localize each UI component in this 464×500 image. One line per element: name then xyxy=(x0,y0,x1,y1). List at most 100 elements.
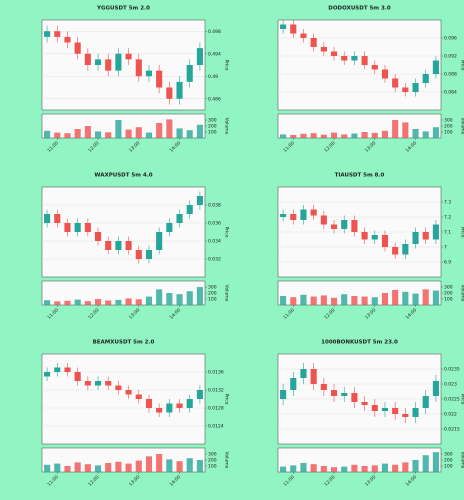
candle-body xyxy=(412,232,419,244)
volume-bar xyxy=(280,466,287,472)
candle-body xyxy=(176,214,183,223)
candle-body xyxy=(115,385,122,390)
candle-body xyxy=(105,381,112,386)
candle-body xyxy=(54,31,61,37)
volume-bar xyxy=(74,299,81,305)
y-axis-label: Price xyxy=(224,394,230,405)
chart-title: DODOXUSDT 5m 3.0 xyxy=(328,6,391,12)
candle-body xyxy=(84,53,91,65)
y2-axis-label: Volume xyxy=(460,118,464,135)
candle-body xyxy=(74,372,81,381)
candle-body xyxy=(300,209,307,220)
candle-body xyxy=(125,390,132,395)
volume-bar xyxy=(135,299,142,305)
candle-body xyxy=(381,408,389,411)
volume-bar xyxy=(186,291,193,305)
candle-body xyxy=(176,403,183,408)
candle-body xyxy=(371,405,378,411)
volume-bar xyxy=(64,466,71,472)
y-tick-label: 0.088 xyxy=(444,72,457,78)
y2-tick-label: 300 xyxy=(208,118,217,124)
candle-body xyxy=(105,241,112,250)
candle-body xyxy=(300,33,307,38)
y-tick-label: 7.3 xyxy=(444,200,451,206)
volume-bar xyxy=(381,463,389,472)
y-tick-label: 0.494 xyxy=(208,51,221,57)
y-tick-label: 0.022 xyxy=(444,412,457,418)
volume-bar xyxy=(290,297,297,305)
y-tick-label: 7 xyxy=(444,245,447,251)
y-tick-label: 0.498 xyxy=(208,29,221,35)
y-axis-label: Price xyxy=(460,60,464,71)
volume-bar xyxy=(412,129,419,138)
candle-body xyxy=(54,367,61,372)
volume-bar xyxy=(125,463,132,472)
volume-bar xyxy=(432,127,439,138)
volume-bar xyxy=(84,301,91,305)
candle-body xyxy=(392,408,399,414)
volume-bar xyxy=(330,467,338,472)
candle-body xyxy=(351,56,358,61)
volume-bar xyxy=(330,297,338,305)
y2-tick-label: 300 xyxy=(208,452,217,458)
candle-body xyxy=(84,381,91,386)
volume-bar xyxy=(84,464,91,472)
candle-body xyxy=(422,232,429,240)
candle-body xyxy=(320,215,327,225)
volume-bar xyxy=(351,296,358,305)
volume-bar xyxy=(74,129,81,138)
volume-bar xyxy=(54,132,61,138)
candle-body xyxy=(186,399,193,408)
volume-bar xyxy=(310,296,317,305)
chart-panel: 1000BONKUSDT 5m 23.0 0.0215 0.022 0.0225 0.0… xyxy=(277,340,464,488)
volume-bar xyxy=(54,463,61,472)
candle-body xyxy=(310,209,317,216)
y-axis-label: Price xyxy=(224,227,230,238)
volume-bar xyxy=(320,466,327,472)
volume-bar xyxy=(351,464,358,472)
y-tick-label: 0.0136 xyxy=(208,370,224,376)
volume-bar xyxy=(412,460,419,472)
volume-bar xyxy=(392,464,399,472)
y2-axis-label: Volume xyxy=(460,452,464,469)
y-tick-label: 0.0215 xyxy=(444,427,460,433)
y-tick-label: 0.084 xyxy=(444,90,457,96)
y2-tick-label: 200 xyxy=(208,291,217,297)
volume-bar xyxy=(402,291,409,305)
y-axis-label: Price xyxy=(460,394,464,405)
volume-bar xyxy=(371,465,378,472)
candle-body xyxy=(361,232,368,240)
volume-bar xyxy=(310,464,317,472)
y2-tick-label: 300 xyxy=(444,452,453,458)
y-tick-label: 0.0124 xyxy=(208,424,224,430)
volume-bar xyxy=(392,120,399,138)
volume-bar xyxy=(135,460,142,472)
y-tick-label: 0.023 xyxy=(444,382,457,388)
y2-tick-label: 100 xyxy=(444,297,453,303)
y-tick-label: 7.2 xyxy=(444,215,451,221)
volume-bar xyxy=(300,463,307,472)
candle-body xyxy=(330,51,338,56)
candle-body xyxy=(412,83,419,92)
volume-bar xyxy=(361,132,368,138)
y-tick-label: 0.034 xyxy=(208,239,221,245)
y-tick-label: 0.0132 xyxy=(208,388,224,394)
volume-bar xyxy=(176,461,183,472)
volume-bar xyxy=(432,290,439,305)
candle-body xyxy=(280,390,287,399)
y-tick-label: 0.486 xyxy=(208,96,221,102)
y2-axis-label: Volume xyxy=(460,285,464,302)
y2-tick-label: 100 xyxy=(444,130,453,136)
volume-bar xyxy=(145,296,153,305)
volume-bar xyxy=(44,300,51,305)
candle-body xyxy=(176,81,183,99)
y2-tick-label: 300 xyxy=(444,118,453,124)
candle-body xyxy=(64,36,71,43)
candle-body xyxy=(125,241,132,250)
candle-body xyxy=(145,399,153,408)
candle-body xyxy=(186,205,193,214)
candle-body xyxy=(280,24,287,29)
candle-body xyxy=(94,59,102,65)
candle-body xyxy=(196,196,203,205)
